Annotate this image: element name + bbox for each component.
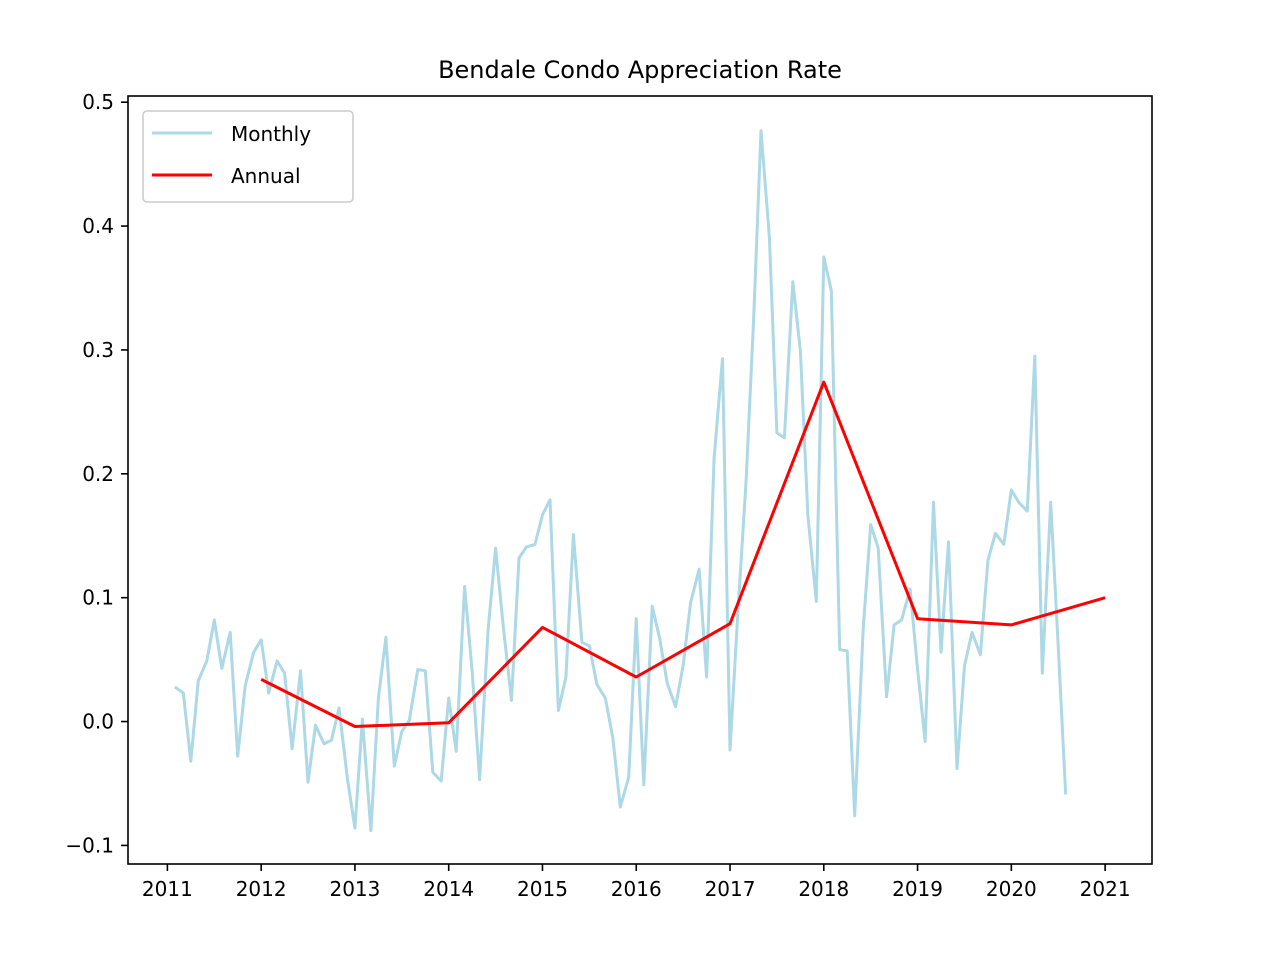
legend-label-monthly: Monthly <box>231 122 311 146</box>
axes-frame <box>127 95 1153 865</box>
y-tick-label: 0.2 <box>82 462 114 486</box>
x-tick-label: 2012 <box>236 877 287 901</box>
y-tick-label: 0.1 <box>82 586 114 610</box>
x-tick-label: 2016 <box>611 877 662 901</box>
y-tick-label: 0.4 <box>82 214 114 238</box>
y-tick-label: 0.0 <box>82 710 114 734</box>
x-tick-label: 2019 <box>892 877 943 901</box>
legend: Monthly Annual <box>142 110 354 203</box>
x-tick-label: 2021 <box>1080 877 1131 901</box>
x-tick-label: 2018 <box>798 877 849 901</box>
y-tick-label: 0.5 <box>82 90 114 114</box>
x-tick-label: 2020 <box>986 877 1037 901</box>
legend-label-annual: Annual <box>231 164 301 188</box>
x-tick-label: 2013 <box>329 877 380 901</box>
x-tick-label: 2014 <box>423 877 474 901</box>
x-tick-label: 2011 <box>142 877 193 901</box>
y-tick-label: −0.1 <box>65 833 114 857</box>
x-tick-label: 2015 <box>517 877 568 901</box>
axis-ticks: 2011 2012 2013 2014 2015 2016 2017 2018 2019 2020… <box>65 90 1130 901</box>
plot-area <box>174 129 1106 833</box>
chart-title: Bendale Condo Appreciation Rate <box>438 56 842 84</box>
y-tick-label: 0.3 <box>82 338 114 362</box>
x-tick-label: 2017 <box>705 877 756 901</box>
series-line-annual <box>260 380 1106 728</box>
series-line-monthly <box>174 129 1068 833</box>
